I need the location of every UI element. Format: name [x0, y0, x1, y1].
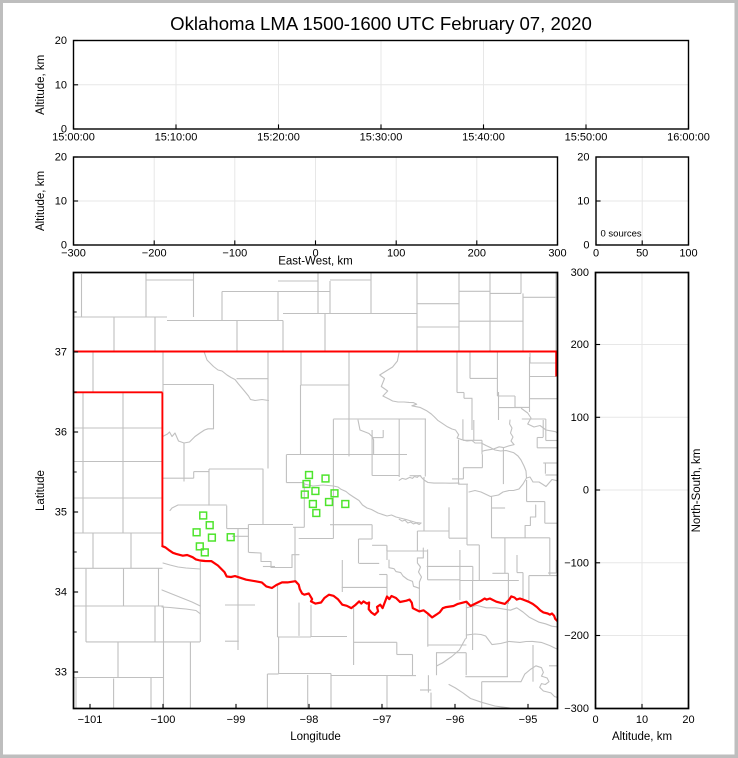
- svg-text:15:10:00: 15:10:00: [155, 131, 198, 143]
- svg-text:35: 35: [55, 507, 67, 519]
- svg-text:200: 200: [468, 247, 486, 259]
- svg-text:50: 50: [636, 247, 648, 259]
- svg-text:Longitude: Longitude: [290, 731, 341, 743]
- svg-text:15:30:00: 15:30:00: [360, 131, 403, 143]
- svg-text:33: 33: [55, 667, 67, 679]
- svg-text:−100: −100: [151, 714, 176, 726]
- svg-text:300: 300: [548, 247, 566, 259]
- svg-text:16:00:00: 16:00:00: [667, 131, 710, 143]
- svg-text:0: 0: [583, 240, 589, 252]
- svg-text:10: 10: [55, 80, 67, 92]
- svg-text:−200: −200: [142, 247, 167, 259]
- svg-text:200: 200: [571, 339, 589, 351]
- svg-text:15:50:00: 15:50:00: [565, 131, 608, 143]
- svg-text:East-West, km: East-West, km: [278, 256, 353, 268]
- svg-text:−200: −200: [564, 630, 589, 642]
- svg-text:0: 0: [593, 247, 599, 259]
- svg-text:Altitude, km: Altitude, km: [35, 55, 47, 115]
- svg-text:36: 36: [55, 427, 67, 439]
- svg-text:−98: −98: [300, 714, 319, 726]
- svg-text:15:20:00: 15:20:00: [257, 131, 300, 143]
- svg-text:100: 100: [571, 412, 589, 424]
- svg-text:37: 37: [55, 347, 67, 359]
- svg-text:20: 20: [682, 714, 694, 726]
- svg-text:−96: −96: [446, 714, 465, 726]
- svg-text:0: 0: [312, 247, 318, 259]
- svg-text:10: 10: [55, 196, 67, 208]
- svg-text:15:00:00: 15:00:00: [52, 131, 95, 143]
- svg-text:0: 0: [592, 714, 598, 726]
- svg-text:Altitude, km: Altitude, km: [612, 731, 672, 743]
- svg-text:0 sources: 0 sources: [601, 229, 642, 240]
- svg-text:0: 0: [61, 124, 67, 136]
- svg-text:−300: −300: [61, 247, 86, 259]
- svg-text:−97: −97: [373, 714, 392, 726]
- svg-text:0: 0: [61, 240, 67, 252]
- svg-text:20: 20: [55, 152, 67, 164]
- svg-text:−101: −101: [78, 714, 103, 726]
- svg-text:Latitude: Latitude: [35, 470, 47, 511]
- svg-text:10: 10: [577, 196, 589, 208]
- svg-text:0: 0: [583, 485, 589, 497]
- svg-text:Oklahoma LMA 1500-1600 UTC Feb: Oklahoma LMA 1500-1600 UTC February 07, …: [170, 13, 592, 34]
- svg-text:−100: −100: [564, 558, 589, 570]
- svg-text:15:40:00: 15:40:00: [462, 131, 505, 143]
- svg-text:100: 100: [387, 247, 405, 259]
- svg-text:100: 100: [679, 247, 697, 259]
- svg-text:−95: −95: [519, 714, 538, 726]
- svg-text:300: 300: [571, 267, 589, 279]
- svg-text:20: 20: [577, 152, 589, 164]
- svg-text:34: 34: [55, 587, 67, 599]
- svg-text:20: 20: [55, 35, 67, 47]
- svg-text:North-South, km: North-South, km: [691, 449, 703, 533]
- svg-text:−100: −100: [222, 247, 247, 259]
- svg-text:−300: −300: [564, 703, 589, 715]
- svg-text:Altitude, km: Altitude, km: [35, 171, 47, 231]
- svg-text:−99: −99: [227, 714, 246, 726]
- svg-text:10: 10: [636, 714, 648, 726]
